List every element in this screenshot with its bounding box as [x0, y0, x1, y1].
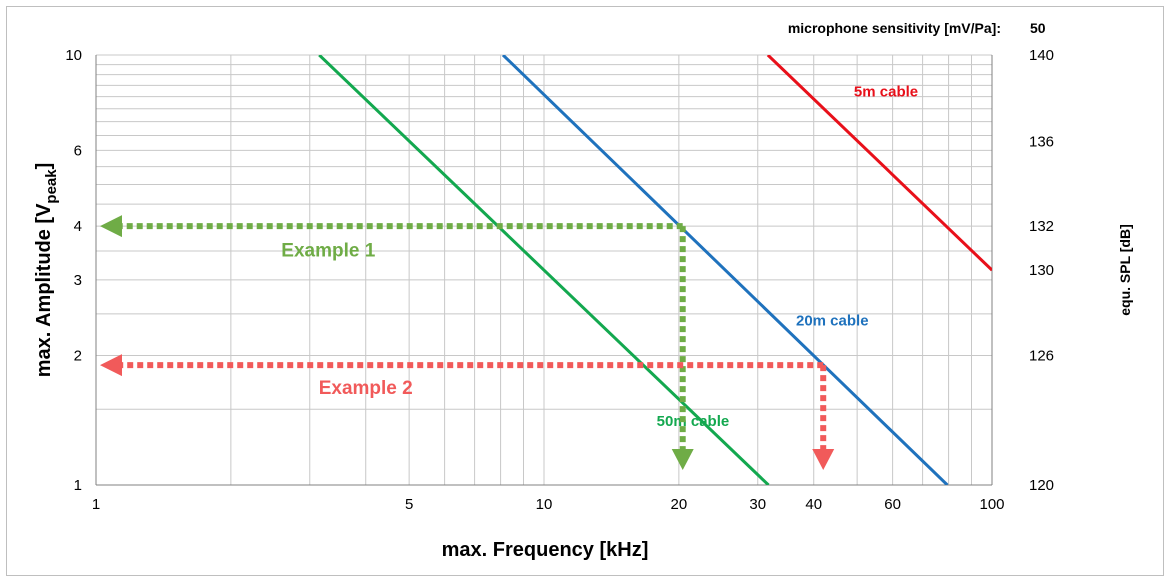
example-annotations: Example 1 Example 2 [100, 215, 835, 470]
x-tick-label: 5 [405, 496, 413, 513]
chart-frame [6, 6, 1164, 576]
series-label: 5m cable [854, 84, 918, 101]
tick-labels: 1 5 10 20 30 40 60 100 1 2 3 4 6 10 120 126 130 132 136 140 [65, 47, 1054, 513]
y2-tick-label: 132 [1029, 218, 1054, 235]
x-tick-label: 40 [805, 496, 822, 513]
y-axis-title-sub: peak [43, 169, 60, 204]
y2-axis-title: equ. SPL [dB] [1117, 224, 1133, 316]
y-tick-label: 6 [74, 142, 82, 159]
arrow-head-left [100, 354, 122, 377]
y2-tick-label: 140 [1029, 47, 1054, 64]
series-lines: 5m cable 20m cable 50m cable [318, 55, 992, 485]
y-axis-title-close: ] [33, 163, 55, 170]
x-tick-label: 100 [979, 496, 1004, 513]
y2-tick-label: 136 [1029, 133, 1054, 150]
sensitivity-value: 50 [1030, 20, 1046, 36]
x-tick-label: 1 [92, 496, 100, 513]
arrow-head-down [812, 449, 835, 470]
series-label: 20m cable [796, 312, 869, 329]
x-tick-label: 60 [884, 496, 901, 513]
series-line [501, 55, 949, 485]
y-axis-title: max. Amplitude [Vpeak] [33, 163, 60, 378]
series-line [318, 55, 770, 485]
y-tick-label: 2 [74, 348, 82, 365]
y-tick-label: 1 [74, 477, 82, 494]
x-tick-label: 10 [536, 496, 553, 513]
sensitivity-label: microphone sensitivity [mV/Pa]: [788, 20, 1001, 36]
x-tick-label: 30 [749, 496, 766, 513]
arrow-head-left [100, 215, 122, 238]
x-tick-label: 20 [671, 496, 688, 513]
example-label: Example 1 [281, 240, 375, 261]
y-axis-title-main: max. Amplitude [V [33, 203, 55, 377]
y2-tick-label: 126 [1029, 348, 1054, 365]
y-tick-label: 4 [74, 218, 82, 235]
example-label: Example 2 [319, 378, 413, 399]
series-line [766, 55, 992, 272]
grid [95, 54, 993, 486]
y-tick-label: 3 [74, 272, 82, 289]
arrow-head-down [671, 449, 694, 470]
x-axis-title: max. Frequency [kHz] [442, 539, 649, 561]
series-label: 50m cable [657, 413, 730, 430]
y-tick-label: 10 [65, 47, 82, 64]
y2-tick-label: 120 [1029, 477, 1054, 494]
y2-tick-label: 130 [1029, 262, 1054, 279]
